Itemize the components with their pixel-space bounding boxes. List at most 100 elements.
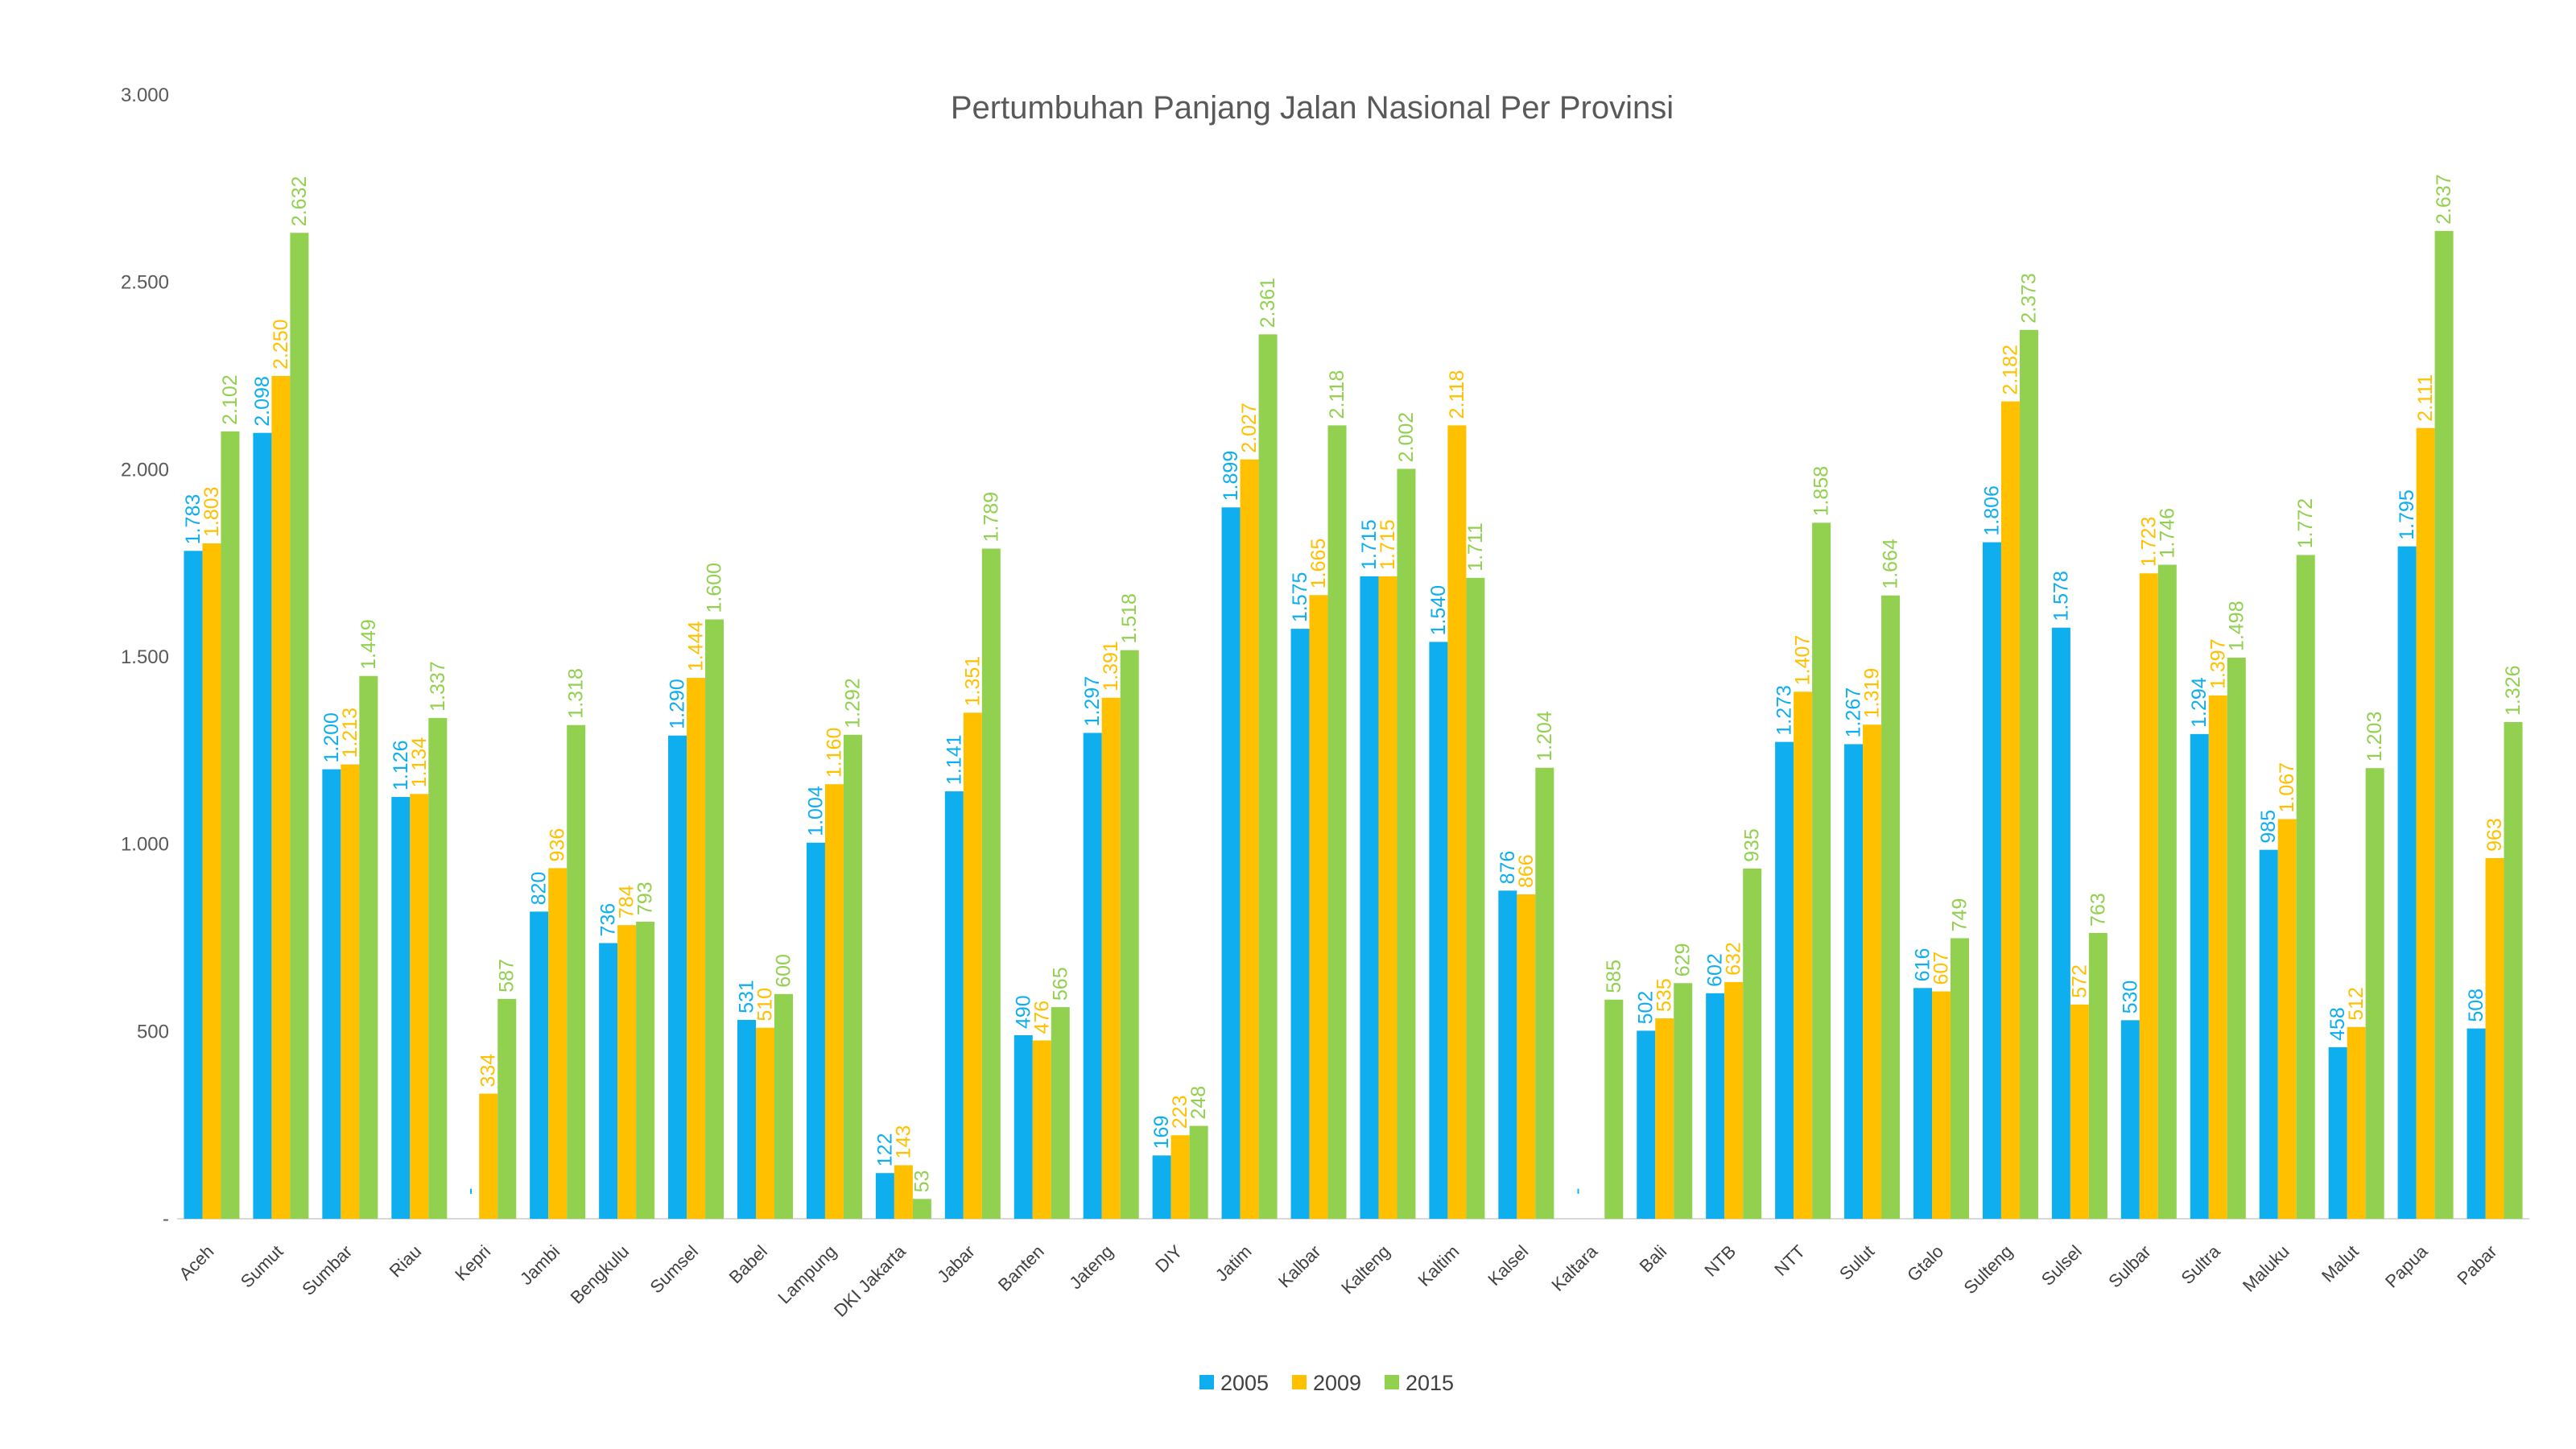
bar-2009-kalsel <box>1517 894 1536 1219</box>
data-label: 1.267 <box>1843 687 1865 738</box>
bar-2009-riau <box>410 794 429 1219</box>
bar-2005-dki-jakarta <box>875 1173 894 1219</box>
bar-2005-jateng <box>1083 733 1102 1219</box>
data-label: 876 <box>1496 851 1519 885</box>
data-label: 632 <box>1723 942 1745 976</box>
bar-2015-diy <box>1189 1125 1208 1219</box>
data-label: 1.711 <box>1464 522 1487 572</box>
bar-2009-jatim <box>1240 459 1259 1219</box>
data-label: 585 <box>1603 960 1625 993</box>
legend-swatch-2009 <box>1292 1375 1307 1389</box>
bar-2015-lampung <box>843 734 862 1219</box>
x-tick-label: Kaltara <box>1547 1241 1602 1295</box>
data-label: 143 <box>892 1125 914 1159</box>
data-label: 1.326 <box>2502 665 2524 716</box>
data-label: 1.715 <box>1358 519 1381 570</box>
data-label: 1.746 <box>2156 508 2178 559</box>
data-label: 1.126 <box>390 740 412 791</box>
bar-2009-gtalo <box>1932 991 1951 1219</box>
x-tick-label: Jambi <box>516 1241 564 1289</box>
data-label: 1.294 <box>2188 677 2211 728</box>
data-label: 2.182 <box>1999 345 2021 395</box>
data-label: 1.397 <box>2207 638 2229 689</box>
bar-2015-jatim <box>1258 334 1278 1219</box>
data-label: 530 <box>2119 980 2141 1014</box>
data-label: 1.319 <box>1861 668 1884 719</box>
bar-2005-sulut <box>1844 744 1864 1219</box>
data-label: 458 <box>2326 1007 2349 1041</box>
bar-2015-sumbar <box>359 675 378 1219</box>
bar-2015-gtalo <box>1951 938 1969 1219</box>
bar-2015-ntb <box>1743 868 1762 1219</box>
data-label: 1.665 <box>1307 539 1330 589</box>
data-label: 2.118 <box>1326 370 1348 419</box>
data-label: 1.772 <box>2294 498 2317 549</box>
y-tick-label: 1.500 <box>121 646 169 668</box>
x-tick-label: DKI Jakarta <box>830 1241 910 1320</box>
bar-2009-papua <box>2416 427 2435 1219</box>
bar-2009-sulut <box>1863 724 1882 1219</box>
bar-2005-riau <box>391 797 411 1219</box>
data-label: 1.391 <box>1100 641 1122 691</box>
bar-2009-kaltim <box>1447 425 1467 1219</box>
legend-label: 2005 <box>1220 1371 1269 1395</box>
data-label: 1.540 <box>1427 585 1450 636</box>
x-tick-label: Aceh <box>175 1241 217 1284</box>
x-tick-label: Jateng <box>1065 1241 1117 1293</box>
bar-2015-aceh <box>221 431 240 1219</box>
bar-2009-bengkulu <box>617 925 637 1219</box>
x-tick-label: Maluku <box>2239 1241 2293 1296</box>
data-label: 223 <box>1169 1096 1191 1129</box>
data-label: 531 <box>736 980 758 1013</box>
data-label: 1.204 <box>1534 711 1556 762</box>
data-label: 1.160 <box>823 728 845 778</box>
y-tick-label: - <box>163 1208 169 1230</box>
data-label: 2.637 <box>2433 174 2455 225</box>
bar-2015-bengkulu <box>636 921 655 1219</box>
x-tick-label: Lampung <box>774 1241 840 1308</box>
data-label: 1.134 <box>408 737 431 788</box>
data-label: 2.632 <box>288 176 311 227</box>
data-label: 602 <box>1704 953 1727 987</box>
bar-2005-kalsel <box>1498 890 1517 1219</box>
bar-2015-pabar <box>2504 721 2523 1219</box>
data-label: 2.373 <box>2017 273 2040 324</box>
bar-2009-ntt <box>1794 691 1813 1219</box>
data-label: 793 <box>634 881 657 915</box>
data-label: 936 <box>547 828 569 862</box>
data-label: 169 <box>1150 1116 1173 1150</box>
bar-2015-ntt <box>1812 522 1831 1219</box>
x-tick-label: Sulbar <box>2104 1241 2155 1292</box>
bar-2009-jateng <box>1101 697 1121 1219</box>
bar-2009-banten <box>1032 1040 1051 1219</box>
bar-2005-banten <box>1013 1034 1033 1219</box>
data-label: 1.292 <box>841 678 864 729</box>
data-label: 1.578 <box>2050 571 2072 621</box>
bar-2009-sumut <box>271 376 291 1219</box>
bar-2005-bali <box>1637 1030 1656 1219</box>
bar-2005-gtalo <box>1913 988 1932 1219</box>
bar-2005-bengkulu <box>599 943 618 1219</box>
data-label: 985 <box>2257 810 2280 844</box>
data-label: 2.250 <box>270 319 292 369</box>
bar-2015-bali <box>1674 983 1693 1219</box>
data-label: 572 <box>2068 964 2091 998</box>
bar-2009-aceh <box>202 543 221 1219</box>
bar-2015-papua <box>2434 230 2454 1219</box>
bar-2009-sultra <box>2208 695 2227 1219</box>
bar-2009-sulsel <box>2070 1004 2089 1219</box>
data-label: 248 <box>1187 1086 1210 1120</box>
data-label: 122 <box>873 1133 896 1167</box>
data-label: 963 <box>2483 818 2506 852</box>
legend: 2005 2009 2015 <box>1199 1371 1454 1395</box>
x-tick-label: Kalsel <box>1484 1241 1532 1290</box>
x-axis: Aceh Sumut Sumbar Riau Kepri Jambi Bengkulu Sum… <box>175 1241 2500 1320</box>
x-tick-label: Banten <box>994 1241 1048 1295</box>
data-label: - <box>459 1188 481 1195</box>
bar-2015-malut <box>2365 768 2384 1219</box>
bar-2005-aceh <box>184 551 203 1219</box>
bar-2015-banten <box>1051 1007 1070 1219</box>
data-label: 1.203 <box>2363 712 2386 762</box>
bar-2009-malut <box>2347 1026 2366 1219</box>
